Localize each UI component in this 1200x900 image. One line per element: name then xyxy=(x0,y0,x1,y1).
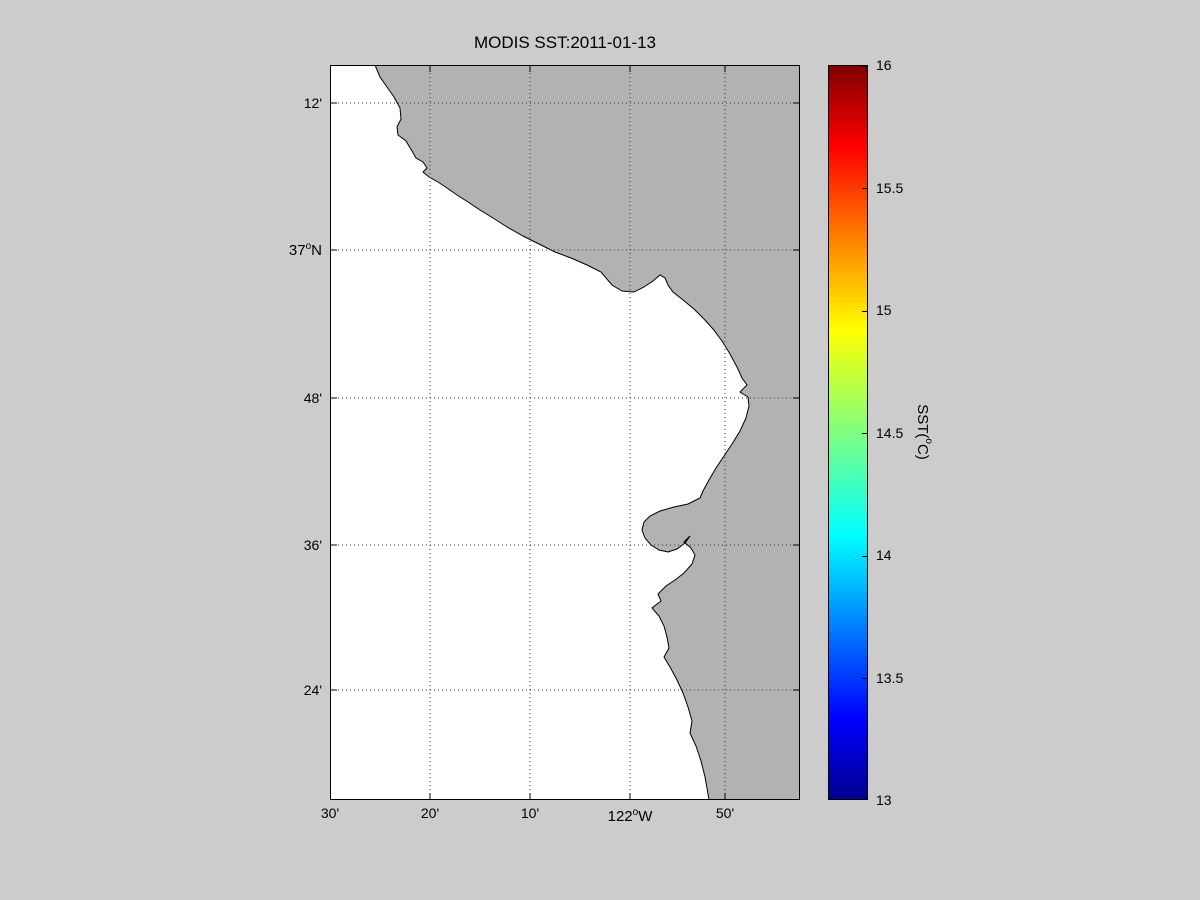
x-tick-label-10: 10' xyxy=(520,805,540,821)
y-major-dir: N xyxy=(311,242,322,259)
colorbar-tick xyxy=(862,799,867,800)
colorbar-tick-label-13-5: 13.5 xyxy=(876,670,904,686)
x-tick-label-20: 20' xyxy=(420,805,440,821)
land-mass xyxy=(374,65,800,800)
colorbar-tick xyxy=(862,433,867,434)
degree-symbol: o xyxy=(632,807,639,818)
axis-ticks xyxy=(330,65,800,800)
colorbar-tick-label-14-5: 14.5 xyxy=(876,425,904,441)
y-tick-label-36: 36' xyxy=(303,537,322,553)
colorbar-tick xyxy=(862,66,867,67)
colorbar-tick xyxy=(862,188,867,189)
colorbar-tick-label-15: 15 xyxy=(876,302,892,318)
y-tick-label-24: 24' xyxy=(303,682,322,698)
colorbar-tick xyxy=(862,678,867,679)
colorbar-tick xyxy=(862,311,867,312)
y-tick-label-37N: 37oN xyxy=(242,241,322,259)
plot-border xyxy=(330,65,800,800)
x-tick-label-30: 30' xyxy=(320,805,340,821)
plot-title: MODIS SST:2011-01-13 xyxy=(473,33,657,52)
x-tick-label-122W: 122oW xyxy=(588,807,672,825)
grid-lines xyxy=(330,65,800,800)
colorbar-tick xyxy=(862,556,867,557)
colorbar-label-post: C) xyxy=(914,443,931,460)
colorbar-tick-label-14: 14 xyxy=(876,547,892,563)
colorbar-label-pre: SST( xyxy=(914,404,931,439)
colorbar-tick-label-15-5: 15.5 xyxy=(876,180,904,196)
colorbar-tick-label-16: 16 xyxy=(876,57,892,73)
y-tick-label-12: 12' xyxy=(303,95,322,111)
colorbar xyxy=(828,65,868,800)
y-tick-label-48: 48' xyxy=(303,390,322,406)
colorbar-tick-label-13: 13 xyxy=(876,792,892,808)
x-tick-label-50: 50' xyxy=(715,805,735,821)
colorbar-axis-label: SST(oC) xyxy=(914,404,934,460)
x-major-dir: W xyxy=(638,808,653,825)
x-major-value: 122 xyxy=(607,808,633,825)
degree-symbol: o xyxy=(923,438,934,444)
map-plot xyxy=(330,65,800,800)
degree-symbol: o xyxy=(305,241,312,252)
y-major-value: 37 xyxy=(288,242,306,259)
